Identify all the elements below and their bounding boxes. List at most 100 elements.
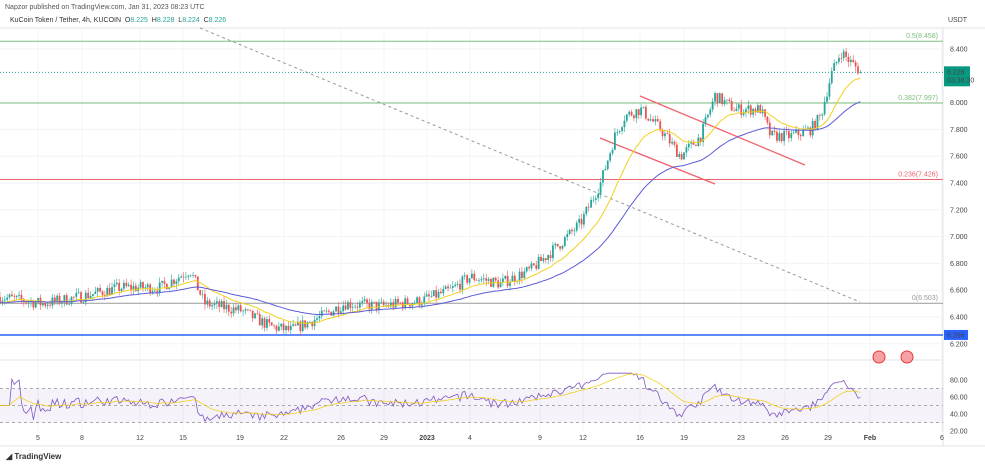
channel-upper-line	[639, 95, 806, 166]
candle-body	[611, 149, 614, 154]
price-tick: 7.200	[950, 207, 968, 214]
price-tick: 7.000	[950, 234, 968, 241]
candle-body	[552, 245, 554, 259]
candle-body	[239, 305, 242, 312]
moving-averages	[0, 77, 861, 324]
candle-body	[113, 284, 116, 288]
candle-body	[370, 301, 373, 310]
time-tick: 5	[36, 435, 40, 442]
candle-body	[273, 325, 275, 327]
candle-body	[506, 275, 509, 286]
candle-body	[559, 246, 561, 249]
candle-body	[32, 301, 35, 308]
time-tick: 26	[337, 435, 345, 442]
candle-body	[397, 298, 399, 303]
candle-body	[654, 119, 657, 122]
candle-body	[223, 301, 225, 310]
candle-body	[683, 152, 685, 160]
candle-body	[444, 286, 447, 289]
candle-body	[337, 306, 340, 314]
candle-body	[292, 324, 295, 326]
time-tick: 19	[680, 435, 688, 442]
candle-body	[99, 287, 101, 292]
time-tick: 22	[280, 435, 288, 442]
published-by: Napzor published on TradingView.com, Jan…	[5, 4, 205, 11]
countdown-text: 03:36:30	[947, 77, 974, 84]
symbol-legend: KuCoin Token / Tether, 4h, KUCOIN O8.225…	[10, 17, 226, 24]
candle-body	[58, 295, 61, 304]
candle-body	[263, 318, 266, 328]
candle-body	[380, 301, 383, 303]
candle-body	[530, 263, 533, 269]
candle-body	[811, 120, 814, 136]
candle-body	[385, 305, 387, 306]
drawings: 0.5(8.458) 0.382(7.997) 0.236(7.426) 0(6.50…	[0, 27, 943, 364]
candle-body	[68, 303, 71, 305]
candle-body	[368, 302, 371, 310]
candle-body	[218, 301, 221, 308]
time-tick: 26	[781, 435, 789, 442]
candles	[0, 47, 862, 337]
candle-body	[373, 301, 376, 303]
candle-body	[127, 284, 130, 287]
candle-body	[335, 306, 337, 312]
candle-body	[628, 111, 631, 115]
candle-body	[177, 277, 180, 282]
candle-body	[692, 141, 695, 145]
candle-body	[661, 130, 664, 137]
candle-body	[72, 296, 75, 298]
candle-body	[63, 295, 66, 303]
price-axis: USDT 8.400 8.000 7.800 7.600 7.400 7.200 7.000 6…	[944, 17, 974, 348]
candle-body	[146, 284, 149, 288]
candle-body	[185, 276, 187, 278]
candle-body	[563, 237, 566, 246]
candle-body	[316, 318, 318, 320]
candle-body	[115, 282, 118, 285]
time-tick: 16	[636, 435, 644, 442]
candle-body	[420, 304, 423, 306]
candle-body	[532, 263, 535, 266]
candle-body	[361, 301, 364, 303]
price-tick: 7.400	[950, 180, 968, 187]
candle-body	[449, 287, 452, 289]
candle-body	[378, 302, 380, 310]
candle-body	[604, 169, 607, 171]
candle-body	[690, 141, 693, 144]
trend-line	[199, 27, 861, 303]
rsi-tick: 80.00	[950, 378, 968, 385]
candle-body	[53, 297, 56, 302]
candle-body	[528, 267, 530, 269]
candle-body	[187, 275, 190, 277]
candle-body	[473, 273, 476, 280]
tradingview-logo[interactable]: ◢ TradingView	[6, 452, 62, 461]
time-tick: 9	[538, 435, 542, 442]
candle-body	[630, 111, 633, 116]
candle-body	[75, 292, 78, 297]
last-price-text: 8.226	[947, 69, 965, 76]
high-value: 8.228	[156, 17, 175, 24]
candle-body	[258, 314, 261, 326]
candle-body	[511, 275, 514, 282]
candle-body	[3, 299, 6, 301]
candle-body	[714, 93, 716, 102]
candle-body	[799, 135, 802, 137]
candle-body	[332, 311, 335, 316]
candle-body	[523, 271, 526, 279]
fib-level-label: 0.382(7.997)	[898, 95, 938, 102]
candle-body	[828, 83, 831, 97]
candle-body	[625, 114, 628, 121]
candle-body	[11, 294, 13, 297]
candle-body	[795, 129, 797, 133]
candle-body	[830, 70, 833, 84]
candle-body	[342, 305, 345, 312]
channel-lower-line	[599, 137, 716, 185]
candle-body	[182, 276, 185, 278]
candle-body	[540, 256, 542, 261]
candle-body	[840, 58, 843, 59]
fib-level-label: 0.236(7.426)	[898, 172, 938, 179]
candle-body	[413, 302, 416, 304]
candle-body	[816, 114, 819, 130]
candle-body	[771, 130, 774, 136]
candle-body	[485, 278, 488, 281]
